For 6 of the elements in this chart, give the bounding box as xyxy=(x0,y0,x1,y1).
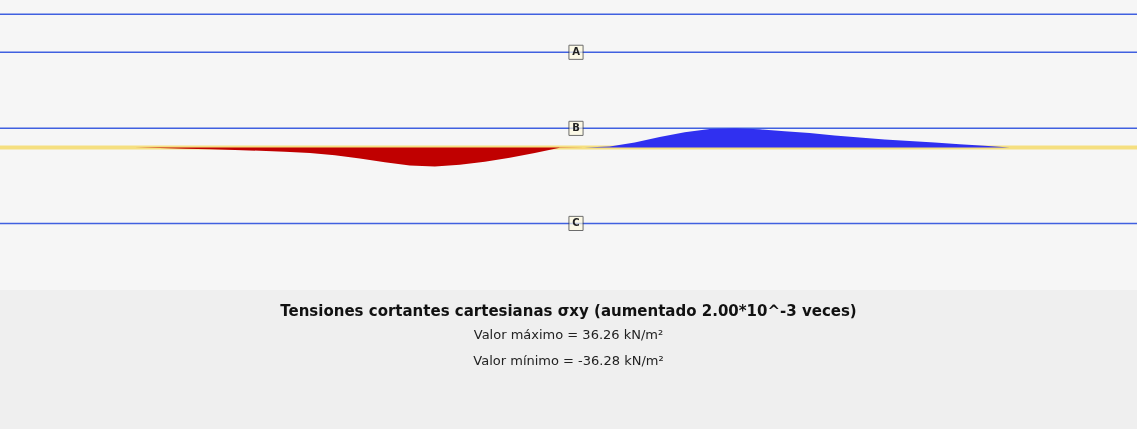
ref-line-label: C xyxy=(572,217,580,229)
text: Tensiones cortantes cartesianas σxy (aumentado 2.00*10^-3 veces) xyxy=(280,302,857,320)
ref-line-label: A xyxy=(572,46,581,58)
text: Valor mínimo = -36.28 kN/m² xyxy=(473,353,664,368)
text: Valor máximo = 36.26 kN/m² xyxy=(473,327,664,342)
ref-line-label: B xyxy=(572,122,580,134)
